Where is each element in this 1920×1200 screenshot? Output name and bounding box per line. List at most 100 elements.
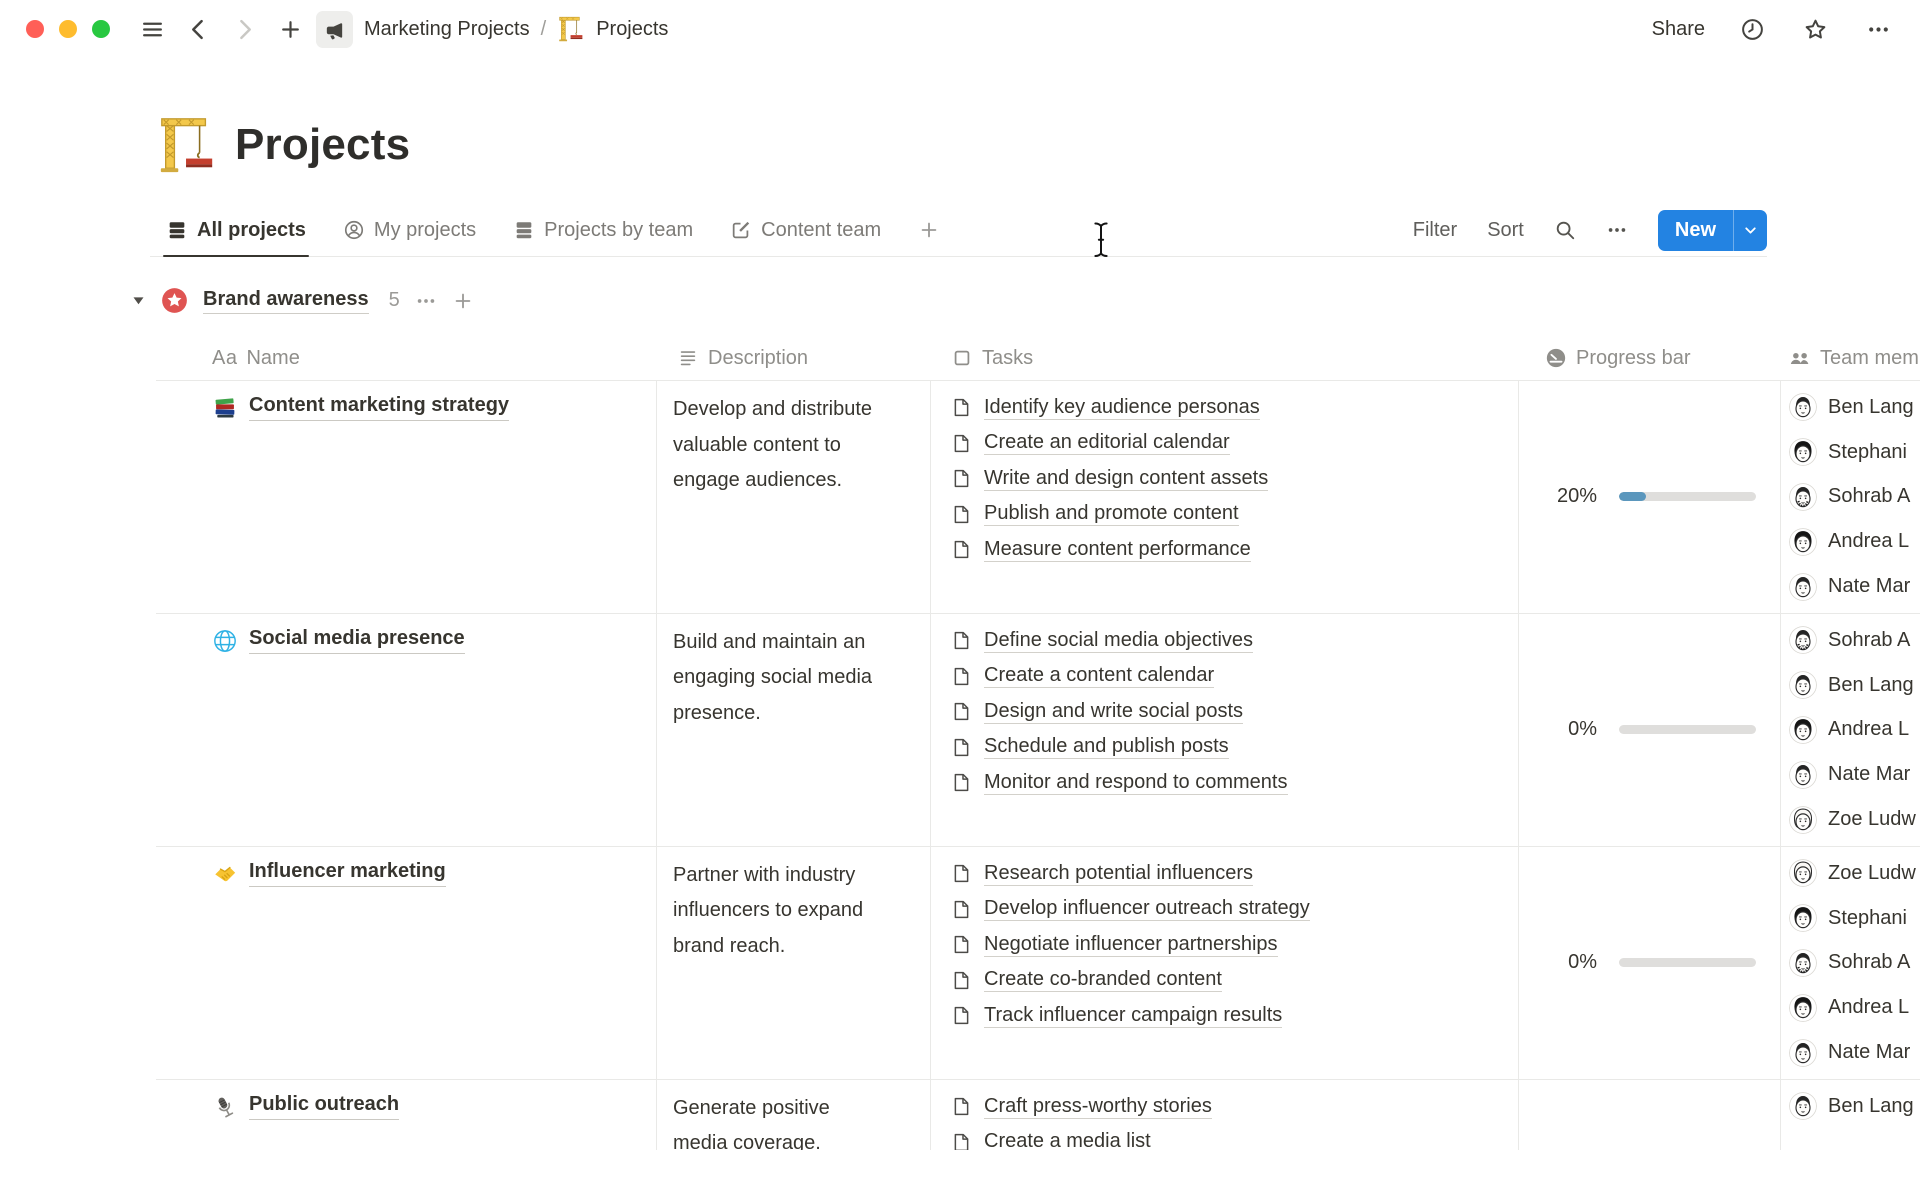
team-member-chip[interactable]: Stephani xyxy=(1789,430,1920,475)
team-member-chip[interactable]: Ben Lang xyxy=(1789,663,1920,708)
task-link[interactable]: Write and design content assets xyxy=(951,461,1508,497)
task-label: Create an editorial calendar xyxy=(984,431,1230,456)
table-row: Social media presence Build and maintain … xyxy=(156,613,1920,847)
breadcrumb-item[interactable]: Projects xyxy=(596,17,669,40)
task-label: Monitor and respond to comments xyxy=(984,770,1288,795)
team-member-name: Stephani xyxy=(1828,906,1907,929)
table-row: Public outreach Generate positive media c… xyxy=(156,1079,1920,1173)
minimize-window-button[interactable] xyxy=(59,20,77,38)
avatar xyxy=(1789,949,1817,977)
team-member-chip[interactable]: Nate Mar xyxy=(1789,752,1920,797)
page-icon xyxy=(951,433,972,454)
task-label: Schedule and publish posts xyxy=(984,735,1229,760)
project-name-link[interactable]: Influencer marketing xyxy=(249,859,446,887)
task-link[interactable]: Define social media objectives xyxy=(951,623,1508,659)
tab-my-projects[interactable]: My projects xyxy=(343,204,476,256)
task-link[interactable]: Monitor and respond to comments xyxy=(951,765,1508,801)
back-icon[interactable] xyxy=(182,13,214,45)
team-member-chip[interactable]: Ben Lang xyxy=(1789,1084,1920,1129)
name-cell: Public outreach xyxy=(156,1079,657,1172)
task-link[interactable]: Develop influencer outreach strategy xyxy=(951,891,1508,927)
task-link[interactable]: Measure content performance xyxy=(951,532,1508,568)
avatar xyxy=(1789,1038,1817,1067)
column-header-description[interactable]: Description xyxy=(657,336,931,380)
tab-projects-by-team[interactable]: Projects by team xyxy=(513,204,693,256)
team-member-chip[interactable]: Zoe Ludw xyxy=(1789,851,1920,896)
project-name-link[interactable]: Content marketing strategy xyxy=(249,393,510,421)
group-name[interactable]: Brand awareness xyxy=(203,288,369,314)
new-button[interactable]: New xyxy=(1657,209,1767,251)
task-label: Write and design content assets xyxy=(984,466,1269,491)
chevron-down-icon[interactable] xyxy=(1734,210,1767,251)
description-cell: Partner with industry influencers to exp… xyxy=(657,846,931,1079)
microphone-icon xyxy=(212,1092,238,1120)
project-name-link[interactable]: Public outreach xyxy=(249,1092,400,1120)
task-link[interactable]: Create a content calendar xyxy=(951,658,1508,694)
task-link[interactable]: Craft press-worthy stories xyxy=(951,1089,1508,1125)
megaphone-icon[interactable] xyxy=(316,10,353,48)
column-header-name[interactable]: Aa Name xyxy=(156,336,657,380)
view-options-icon[interactable] xyxy=(1606,219,1628,241)
team-member-chip[interactable]: Andrea L xyxy=(1789,985,1920,1030)
team-member-chip[interactable]: Andrea L xyxy=(1789,519,1920,564)
task-link[interactable]: Design and write social posts xyxy=(951,694,1508,730)
team-member-name: Sohrab A xyxy=(1828,951,1911,974)
group-add-icon[interactable] xyxy=(452,290,474,312)
close-window-button[interactable] xyxy=(26,20,44,38)
search-icon[interactable] xyxy=(1554,219,1576,241)
team-member-chip[interactable]: Andrea L xyxy=(1789,708,1920,753)
tasks-cell: Research potential influencers Develop in… xyxy=(931,846,1519,1079)
team-member-chip[interactable]: Nate Mar xyxy=(1789,564,1920,609)
clock-icon[interactable] xyxy=(1736,13,1768,45)
expand-window-button[interactable] xyxy=(92,20,110,38)
view-tabs: All projects My projects Projects by team C… xyxy=(150,204,940,257)
column-header-tasks[interactable]: Tasks xyxy=(931,336,1519,380)
team-member-chip[interactable]: Sohrab A xyxy=(1789,618,1920,663)
share-button[interactable]: Share xyxy=(1651,17,1705,40)
task-label: Identify key audience personas xyxy=(984,395,1260,420)
column-header-progress-bar[interactable]: Progress bar xyxy=(1519,336,1781,380)
avatar xyxy=(1789,527,1817,556)
team-member-chip[interactable]: Ben Lang xyxy=(1789,385,1920,430)
column-header-label: Team members xyxy=(1820,346,1920,369)
page-icon xyxy=(951,970,972,991)
team-member-chip[interactable]: Sohrab A xyxy=(1789,475,1920,520)
add-view-icon[interactable] xyxy=(918,219,940,241)
tab-all-projects[interactable]: All projects xyxy=(163,204,309,257)
project-name-link[interactable]: Social media presence xyxy=(249,626,465,654)
task-link[interactable]: Negotiate influencer partnerships xyxy=(951,927,1508,963)
task-link[interactable]: Track influencer campaign results xyxy=(951,998,1508,1034)
page-icon xyxy=(951,701,972,722)
task-link[interactable]: Research potential influencers xyxy=(951,856,1508,892)
menu-icon[interactable] xyxy=(136,13,168,45)
star-icon[interactable] xyxy=(1799,13,1831,45)
task-link[interactable]: Create co-branded content xyxy=(951,962,1508,998)
team-member-chip[interactable]: Sohrab A xyxy=(1789,941,1920,986)
team-member-name: Andrea L xyxy=(1828,996,1910,1019)
compose-icon xyxy=(730,219,752,241)
team-member-chip[interactable]: Nate Mar xyxy=(1789,1030,1920,1075)
breadcrumb-item[interactable]: Marketing Projects xyxy=(364,17,530,40)
task-link[interactable]: Create an editorial calendar xyxy=(951,426,1508,462)
task-link[interactable]: Identify key audience personas xyxy=(951,390,1508,426)
page-icon xyxy=(951,1132,972,1153)
sort-button[interactable]: Sort xyxy=(1487,218,1524,241)
team-member-chip[interactable]: Zoe Ludw xyxy=(1789,797,1920,842)
team-member-chip[interactable]: Stephani xyxy=(1789,896,1920,941)
group-more-icon[interactable] xyxy=(415,290,437,312)
avatar xyxy=(1789,859,1817,888)
group-header: Brand awareness 5 xyxy=(131,287,1920,314)
description-cell: Develop and distribute valuable content … xyxy=(657,381,931,613)
tab-content-team[interactable]: Content team xyxy=(730,204,881,256)
filter-button[interactable]: Filter xyxy=(1412,218,1458,241)
task-link[interactable]: Publish and promote content xyxy=(951,497,1508,533)
column-header-team-members[interactable]: Team members xyxy=(1781,336,1920,380)
progress-cell: 0% xyxy=(1519,846,1781,1079)
new-button-label[interactable]: New xyxy=(1674,218,1716,241)
task-link[interactable]: Schedule and publish posts xyxy=(951,729,1508,765)
forward-icon[interactable] xyxy=(228,13,260,45)
description-cell: Build and maintain an engaging social me… xyxy=(657,613,931,846)
new-tab-icon[interactable] xyxy=(274,13,306,45)
more-options-icon[interactable] xyxy=(1862,13,1894,45)
collapse-triangle-icon[interactable] xyxy=(131,293,146,308)
